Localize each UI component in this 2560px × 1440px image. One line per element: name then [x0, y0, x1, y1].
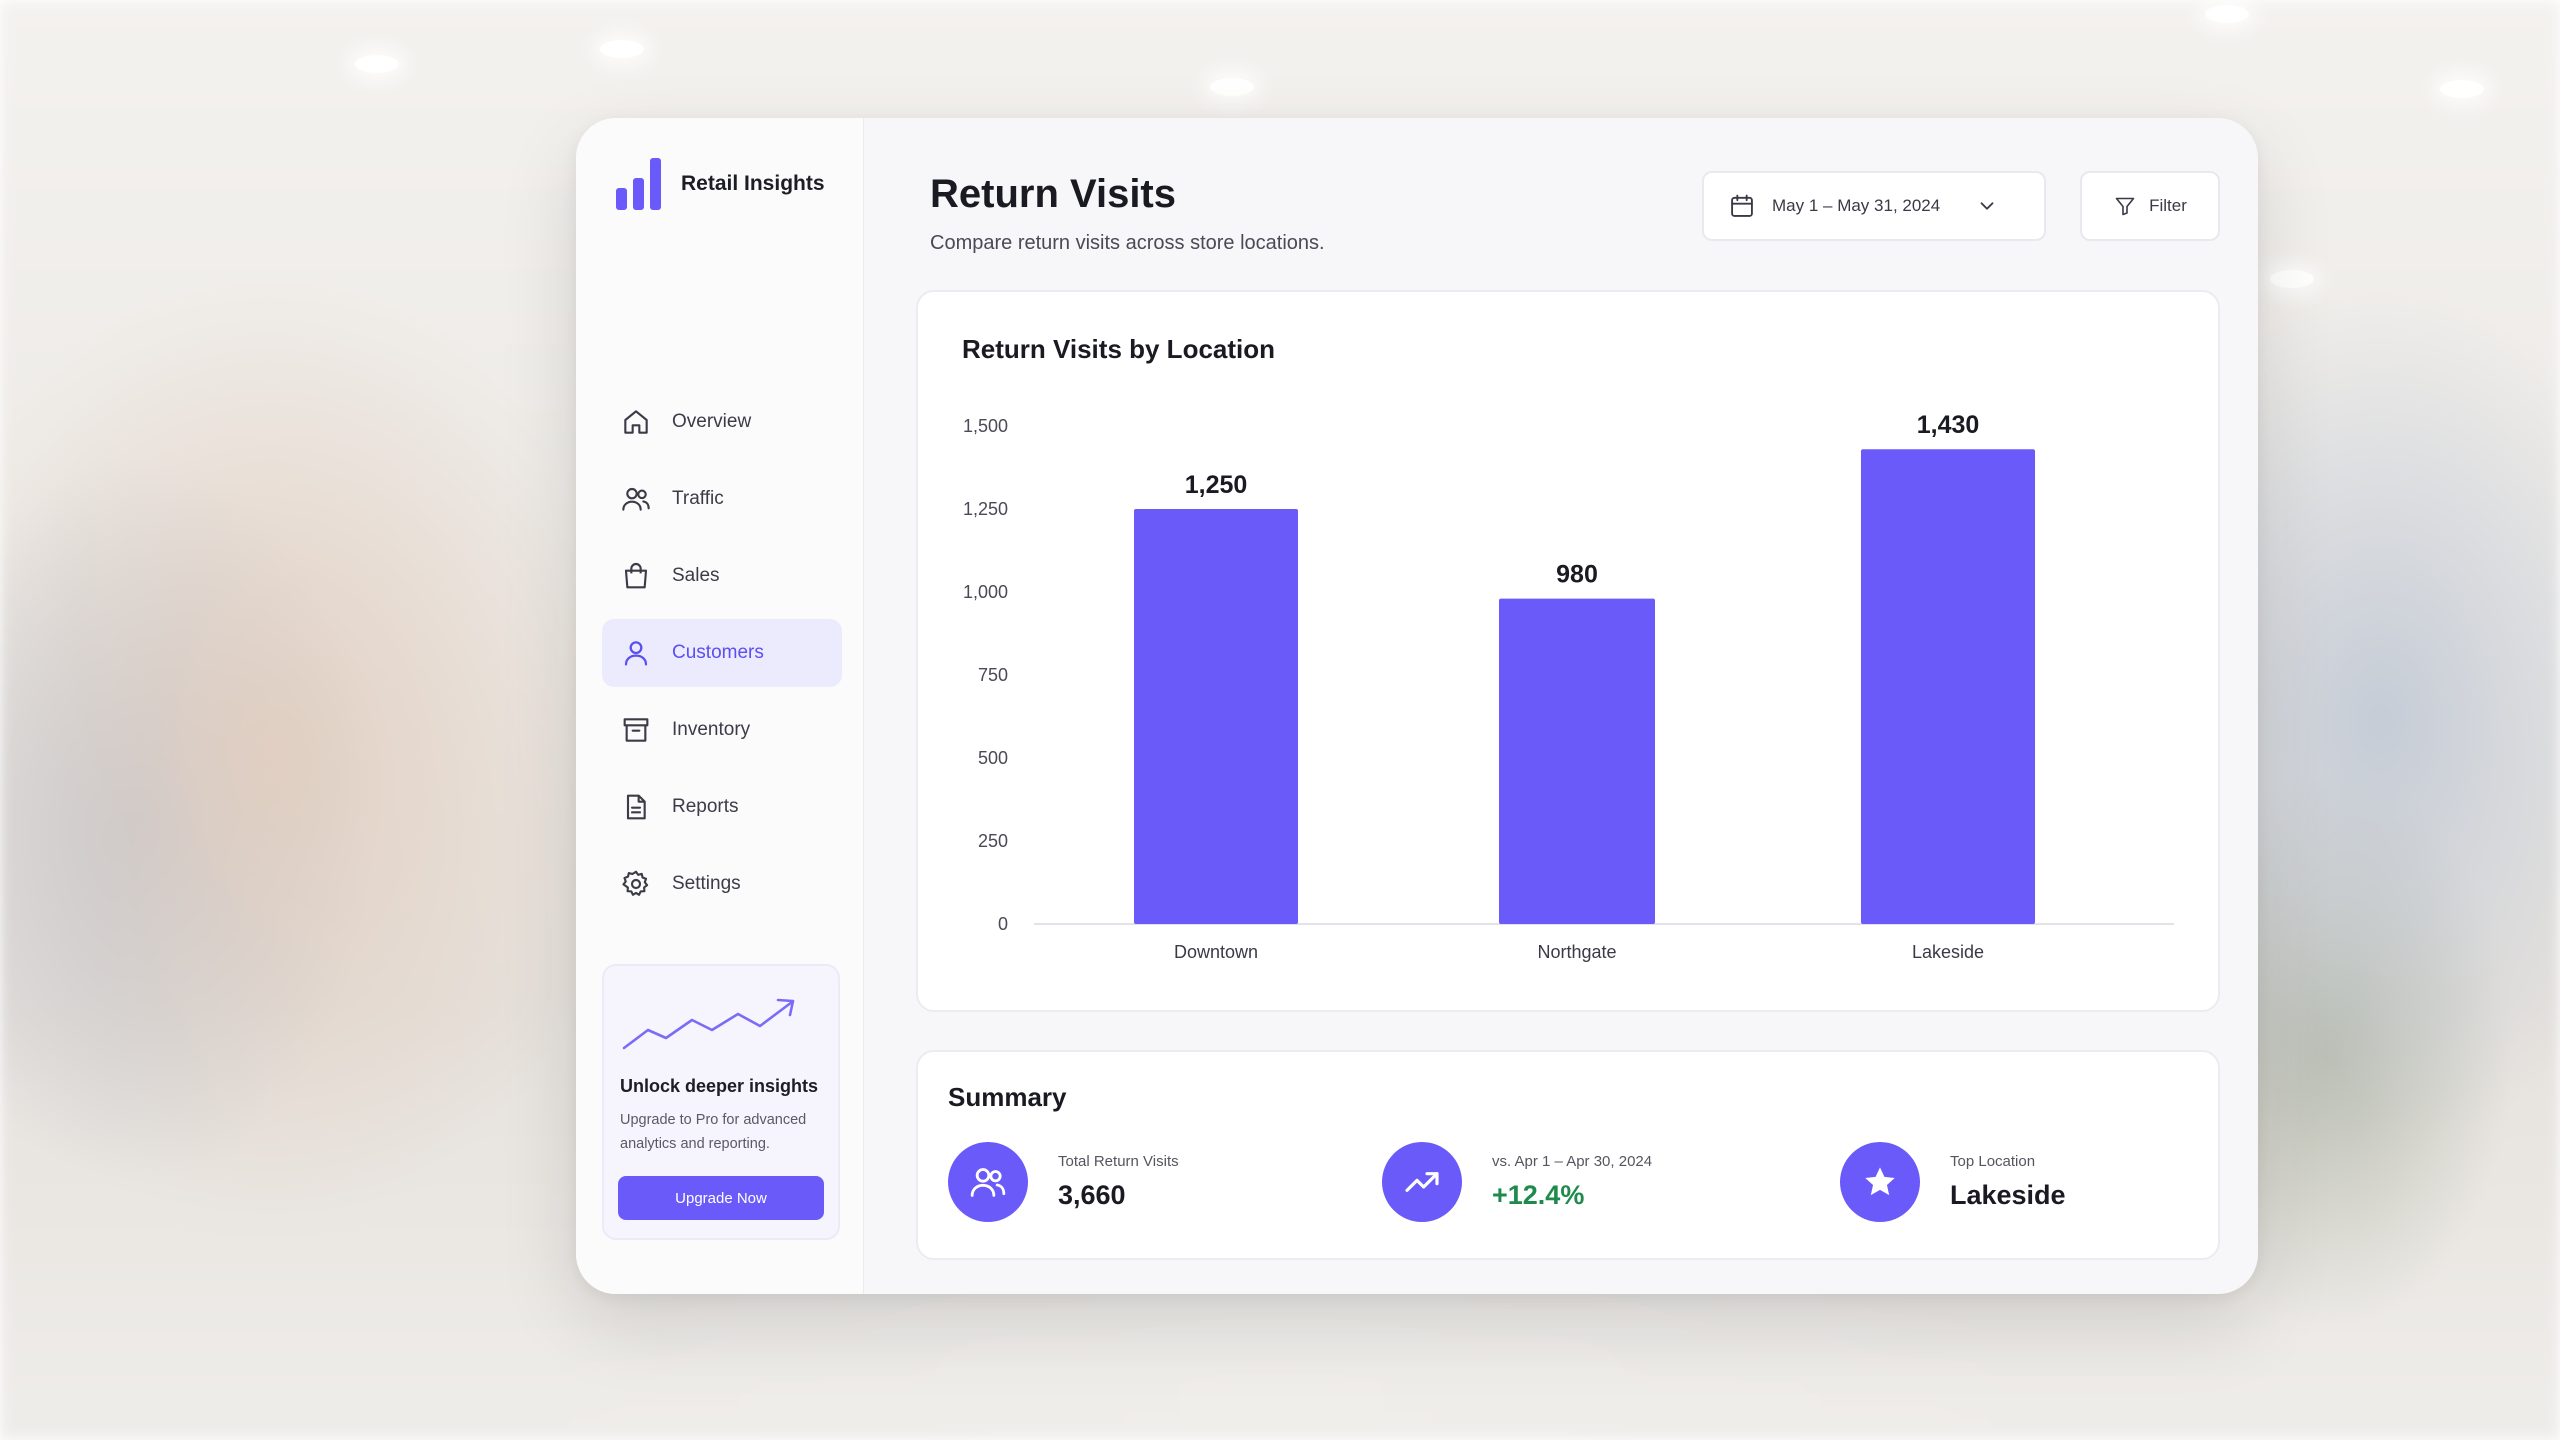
promo-text: Upgrade to Pro for advanced analytics an… [620, 1112, 807, 1152]
upgrade-promo-card: Unlock deeper insights Upgrade to Pro fo… [602, 964, 840, 1240]
y-tick-label: 1,500 [963, 416, 1008, 436]
gear-icon [622, 870, 649, 896]
chevron-down-icon [1980, 202, 1994, 210]
main-content: Return Visits Compare return visits acro… [864, 118, 2258, 1294]
sidebar-item-customers[interactable]: Customers [602, 619, 842, 687]
metric-value: 3,660 [1058, 1180, 1126, 1210]
y-tick-label: 1,250 [963, 499, 1008, 519]
x-tick-label: Downtown [1174, 942, 1258, 962]
app-window: Retail Insights Overview Traffic Sales C… [576, 118, 2258, 1294]
y-tick-label: 250 [978, 831, 1008, 851]
sidebar-nav: Overview Traffic Sales Customers Invento… [602, 388, 842, 927]
sidebar-item-label: Overview [672, 411, 752, 432]
date-range-picker[interactable]: May 1 – May 31, 2024 [1702, 171, 2046, 241]
star-icon [1840, 1142, 1920, 1222]
trending-up-sparkline-icon [622, 998, 795, 1050]
sidebar-item-traffic[interactable]: Traffic [602, 465, 842, 533]
data-label: 1,250 [1185, 471, 1248, 499]
metric-change-vs-previous: vs. Apr 1 – Apr 30, 2024 +12.4% [1382, 1142, 1652, 1222]
chart-card: Return Visits by Location 0 250 500 750 1,00… [916, 290, 2220, 1012]
ceiling-light [2270, 270, 2314, 288]
date-range-label: May 1 – May 31, 2024 [1772, 196, 1941, 215]
upgrade-now-button[interactable]: Upgrade Now [618, 1176, 824, 1220]
metric-total-return-visits: Total Return Visits 3,660 [948, 1142, 1179, 1222]
trending-up-icon [1382, 1142, 1462, 1222]
metric-label: vs. Apr 1 – Apr 30, 2024 [1492, 1153, 1653, 1170]
summary-title: Summary [948, 1082, 1067, 1112]
filter-button[interactable]: Filter [2080, 171, 2220, 241]
y-tick-label: 0 [998, 914, 1008, 934]
data-label: 980 [1556, 561, 1598, 589]
sidebar-item-label: Customers [672, 642, 764, 663]
archive-box-icon [623, 718, 649, 742]
ceiling-light [2205, 5, 2249, 23]
shopping-bag-icon [624, 563, 648, 589]
metric-value: Lakeside [1950, 1180, 2066, 1210]
ceiling-light [355, 55, 399, 73]
data-label: 1,430 [1917, 411, 1980, 439]
filter-funnel-icon [2115, 197, 2135, 216]
y-tick-label: 1,000 [963, 582, 1008, 602]
calendar-icon [1731, 194, 1753, 217]
sidebar-item-label: Inventory [672, 719, 751, 740]
bar-lakeside [1861, 449, 2035, 924]
metric-value: +12.4% [1492, 1180, 1585, 1210]
chart-title: Return Visits by Location [962, 334, 1276, 364]
sidebar: Retail Insights Overview Traffic Sales C… [576, 118, 864, 1294]
home-icon [624, 410, 648, 434]
return-visits-bar-chart: 0 250 500 750 1,000 1,250 1,500 1,250 Downtown 98… [963, 411, 2174, 962]
ceiling-light [600, 40, 644, 58]
metric-label: Top Location [1950, 1153, 2036, 1170]
document-icon [626, 794, 646, 820]
sidebar-item-sales[interactable]: Sales [602, 542, 842, 610]
sidebar-item-settings[interactable]: Settings [602, 850, 842, 918]
x-tick-label: Lakeside [1912, 942, 1984, 962]
users-icon [622, 487, 650, 511]
page-subtitle: Compare return visits across store locat… [930, 232, 1325, 254]
bar-chart-logo-icon [616, 158, 661, 210]
metric-label: Total Return Visits [1058, 1153, 1179, 1170]
sidebar-item-reports[interactable]: Reports [602, 773, 842, 841]
y-tick-label: 750 [978, 665, 1008, 685]
ceiling-light [2440, 80, 2484, 98]
ceiling-light [1210, 78, 1254, 96]
filter-label: Filter [2149, 196, 2187, 215]
promo-title: Unlock deeper insights [620, 1076, 819, 1096]
user-icon [624, 641, 648, 666]
y-tick-label: 500 [978, 748, 1008, 768]
brand[interactable]: Retail Insights [616, 158, 825, 210]
bar-northgate [1499, 598, 1655, 924]
summary-card: Summary Total Return Visits 3,660 vs. Ap… [916, 1050, 2220, 1260]
bar-downtown [1134, 509, 1298, 924]
sidebar-item-overview[interactable]: Overview [602, 388, 842, 456]
brand-name: Retail Insights [681, 172, 825, 195]
users-icon [948, 1142, 1028, 1222]
sidebar-item-label: Traffic [672, 488, 724, 509]
sidebar-item-label: Sales [672, 565, 720, 586]
x-tick-label: Northgate [1537, 942, 1616, 962]
sidebar-item-label: Reports [672, 796, 739, 817]
page-title: Return Visits [930, 172, 1176, 216]
metric-top-location: Top Location Lakeside [1840, 1142, 2066, 1222]
sidebar-item-label: Settings [672, 873, 741, 894]
sidebar-item-inventory[interactable]: Inventory [602, 696, 842, 764]
